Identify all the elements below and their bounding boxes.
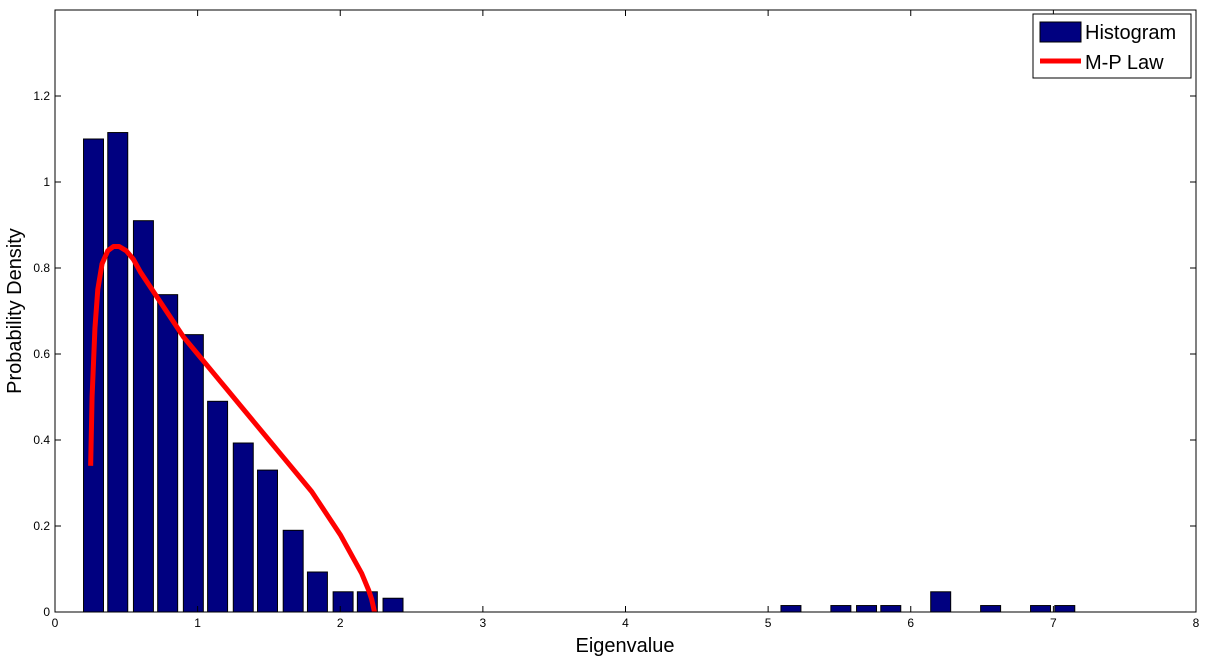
histogram-bar [856, 605, 878, 613]
x-tick-label: 2 [337, 616, 344, 630]
legend-mp-law-label: M-P Law [1085, 52, 1164, 74]
y-tick-label: 1 [43, 175, 50, 189]
x-tick-label: 1 [194, 616, 201, 630]
y-axis-ticks: 0 0.2 0.4 0.6 0.8 1 1.2 [33, 89, 1196, 619]
legend: Histogram M-P Law [1032, 13, 1192, 79]
histogram-bar [1030, 605, 1052, 613]
y-tick-label: 1.2 [33, 89, 50, 103]
mp-law-line [88, 244, 377, 613]
histogram-bar [880, 605, 902, 613]
histogram-bar [257, 469, 278, 613]
histogram-bar [980, 605, 1002, 613]
x-tick-label: 4 [622, 616, 629, 630]
legend-histogram-swatch [1039, 21, 1082, 43]
histogram-bar [830, 605, 852, 613]
histogram-bar [232, 442, 254, 613]
x-tick-label: 5 [765, 616, 772, 630]
legend-histogram-label: Histogram [1085, 22, 1176, 44]
x-axis-ticks: 0 1 2 3 4 5 6 7 8 [52, 10, 1200, 630]
y-tick-label: 0 [43, 605, 50, 619]
histogram-bar [282, 529, 304, 613]
y-tick-label: 0.6 [33, 347, 50, 361]
y-axis-title: Probability Density [4, 228, 26, 394]
histogram-bar [930, 591, 952, 613]
histogram-bar [182, 334, 204, 613]
x-tick-label: 3 [480, 616, 487, 630]
histogram-bar [107, 132, 129, 613]
histogram-bar [306, 571, 328, 613]
y-tick-label: 0.4 [33, 433, 50, 447]
histogram-bars [83, 132, 1076, 613]
histogram-bar [157, 294, 179, 613]
x-tick-label: 7 [1050, 616, 1057, 630]
x-tick-label: 8 [1193, 616, 1200, 630]
histogram-bar [1054, 605, 1076, 613]
histogram-bar [207, 400, 229, 613]
x-tick-label: 0 [52, 616, 59, 630]
histogram-bar [332, 591, 354, 613]
histogram-bar [382, 597, 404, 613]
x-tick-label: 6 [907, 616, 914, 630]
histogram-bar [780, 605, 802, 613]
x-axis-title: Eigenvalue [576, 635, 675, 657]
y-tick-label: 0.8 [33, 261, 50, 275]
y-tick-label: 0.2 [33, 519, 50, 533]
